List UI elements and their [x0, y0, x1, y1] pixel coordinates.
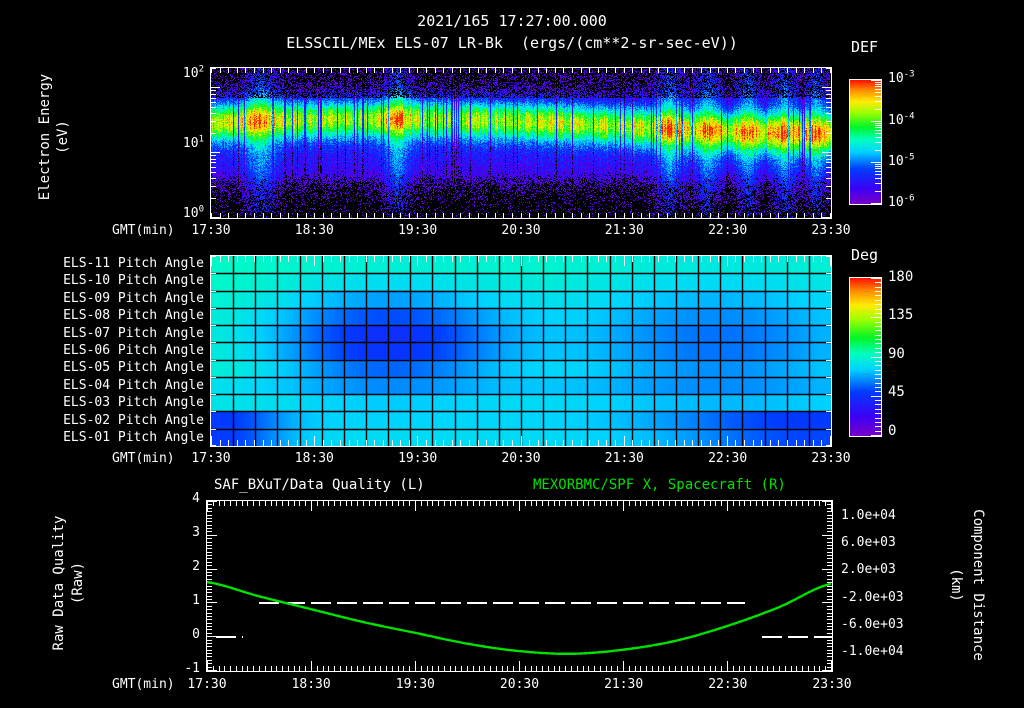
pitch-angle-row-label-3: ELS-03 Pitch Angle	[63, 395, 204, 411]
panel3-left-tick-5: -1	[184, 661, 200, 676]
panel3-xtick-3: 20:30	[499, 677, 540, 692]
panel3-left-tick-2: 2	[192, 559, 200, 574]
deg-colorbar-tick-1: 135	[888, 307, 914, 323]
panel3-left-axis-units: (Raw)	[70, 561, 86, 605]
panel2-x-axis-label: GMT(min)	[112, 451, 175, 466]
panel1-xtick-5: 22:30	[708, 223, 748, 238]
panel3-left-tick-3: 1	[192, 593, 200, 608]
panel2-xtick-3: 20:30	[501, 451, 541, 466]
panel2-xtick-2: 19:30	[398, 451, 438, 466]
panel3-right-tick-0: 1.0e+04	[841, 508, 896, 523]
panel3-right-tick-3: -2.0e+03	[841, 589, 904, 605]
line-plot-area	[206, 500, 833, 672]
pitch-angle-row-label-2: ELS-02 Pitch Angle	[63, 412, 204, 428]
panel2-xtick-0: 17:30	[191, 451, 231, 466]
panel1-xtick-2: 19:30	[398, 223, 438, 238]
pitch-angle-row-label-4: ELS-04 Pitch Angle	[63, 377, 204, 393]
def-colorbar-tick-1: 10-4	[888, 111, 915, 128]
pitch-angle-row-label-8: ELS-08 Pitch Angle	[63, 308, 204, 324]
panel3-right-tick-4: -6.0e+03	[841, 616, 904, 632]
page-subtitle: ELSSCIL/MEx ELS-07 LR-Bk (ergs/(cm**2-sr…	[286, 34, 738, 52]
def-colorbar-tick-2: 10-5	[888, 152, 915, 169]
panel3-xtick-5: 22:30	[708, 677, 748, 692]
panel3-right-tick-5: -1.0e+04	[841, 644, 904, 659]
panel3-left-tick-1: 3	[192, 525, 200, 540]
panel1-xtick-1: 18:30	[294, 223, 334, 238]
deg-colorbar-tick-4: 0	[888, 423, 897, 439]
deg-colorbar	[849, 277, 882, 437]
panel2-xtick-6: 23:30	[811, 451, 851, 466]
pitch-angle-plot-area	[210, 255, 832, 447]
panel3-x-axis-label: GMT(min)	[112, 677, 175, 692]
panel3-right-tick-1: 6.0e+03	[841, 535, 896, 551]
panel3-right-axis-units: (km)	[948, 568, 964, 602]
panel3-xtick-6: 23:30	[812, 677, 852, 692]
pitch-angle-row-label-6: ELS-06 Pitch Angle	[63, 343, 204, 358]
deg-colorbar-tick-0: 180	[888, 269, 914, 285]
pitch-angle-row-label-1: ELS-01 Pitch Angle	[63, 430, 204, 446]
panel3-title-right: MEXORBMC/SPF X, Spacecraft (R)	[533, 477, 786, 493]
panel3-right-tick-2: 2.0e+03	[841, 562, 896, 578]
deg-colorbar-title: Deg	[851, 246, 879, 264]
panel1-ytick-2: 102	[182, 64, 204, 81]
deg-colorbar-tick-3: 45	[888, 384, 905, 400]
panel3-xtick-0: 17:30	[187, 677, 227, 692]
panel1-xtick-0: 17:30	[191, 223, 231, 238]
pitch-angle-row-label-9: ELS-09 Pitch Angle	[63, 290, 204, 306]
panel2-xtick-4: 21:30	[604, 451, 644, 466]
page-title: 2021/165 17:27:00.000	[417, 12, 607, 30]
panel2-xtick-5: 22:30	[708, 451, 748, 466]
panel1-ytick-0: 100	[182, 204, 204, 221]
def-colorbar-title: DEF	[851, 38, 879, 56]
def-colorbar	[849, 79, 882, 205]
pitch-angle-row-label-10: ELS-10 Pitch Angle	[63, 273, 204, 289]
panel3-xtick-2: 19:30	[395, 677, 435, 692]
panel2-xtick-1: 18:30	[294, 451, 334, 466]
panel3-left-tick-0: 4	[192, 491, 200, 506]
panel3-xtick-1: 18:30	[291, 677, 331, 692]
panel3-title-left: SAF_BXuT/Data Quality (L)	[214, 477, 425, 493]
panel1-x-axis-label: GMT(min)	[112, 223, 175, 238]
panel1-xtick-3: 20:30	[501, 223, 541, 238]
pitch-angle-row-label-11: ELS-11 Pitch Angle	[63, 255, 204, 271]
def-colorbar-tick-3: 10-6	[888, 193, 915, 210]
def-colorbar-tick-0: 10-3	[888, 69, 915, 86]
panel3-xtick-4: 21:30	[604, 677, 644, 692]
panel1-xtick-4: 21:30	[604, 223, 644, 238]
spectrogram-plot-area	[210, 67, 832, 219]
panel1-xtick-6: 23:30	[811, 223, 851, 238]
deg-colorbar-tick-2: 90	[888, 346, 905, 362]
panel1-y-axis-units: (eV)	[55, 120, 71, 154]
panel1-ytick-1: 101	[182, 134, 204, 151]
pitch-angle-row-label-7: ELS-07 Pitch Angle	[63, 325, 204, 341]
pitch-angle-row-label-5: ELS-05 Pitch Angle	[63, 360, 204, 376]
panel3-left-tick-4: 0	[192, 627, 200, 642]
